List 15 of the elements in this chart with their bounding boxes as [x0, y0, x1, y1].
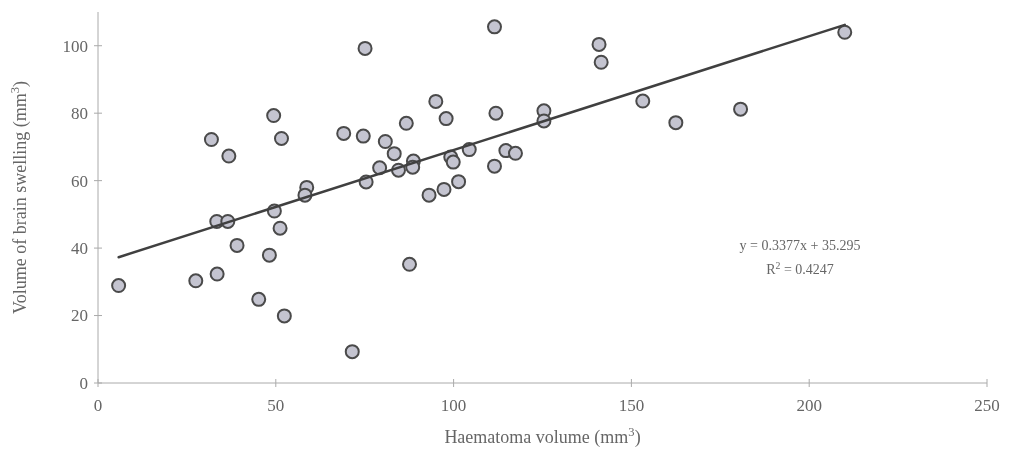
x-tick-label: 50 — [267, 396, 285, 415]
x-tick-label: 0 — [93, 396, 103, 415]
annotation: y = 0.3377x + 35.295 — [739, 238, 861, 253]
y-tick-label: 80 — [71, 104, 88, 124]
y-tick-label: 100 — [62, 36, 88, 56]
y-tick-label: 0 — [79, 373, 88, 393]
x-tick-label: 200 — [796, 396, 822, 415]
x-axis-title: Haematoma volume (mm$^{3}$) — [444, 425, 641, 448]
y-tick-label: 60 — [71, 171, 88, 191]
y-tick-label: 20 — [71, 306, 88, 326]
x-tick-label: 100 — [440, 396, 467, 415]
x-tick-label: 250 — [974, 396, 1000, 415]
annotation: R$^{2}$ = 0.4247 — [766, 259, 834, 277]
x-tick-label: 150 — [618, 396, 645, 415]
y-tick-label: 40 — [71, 239, 88, 259]
